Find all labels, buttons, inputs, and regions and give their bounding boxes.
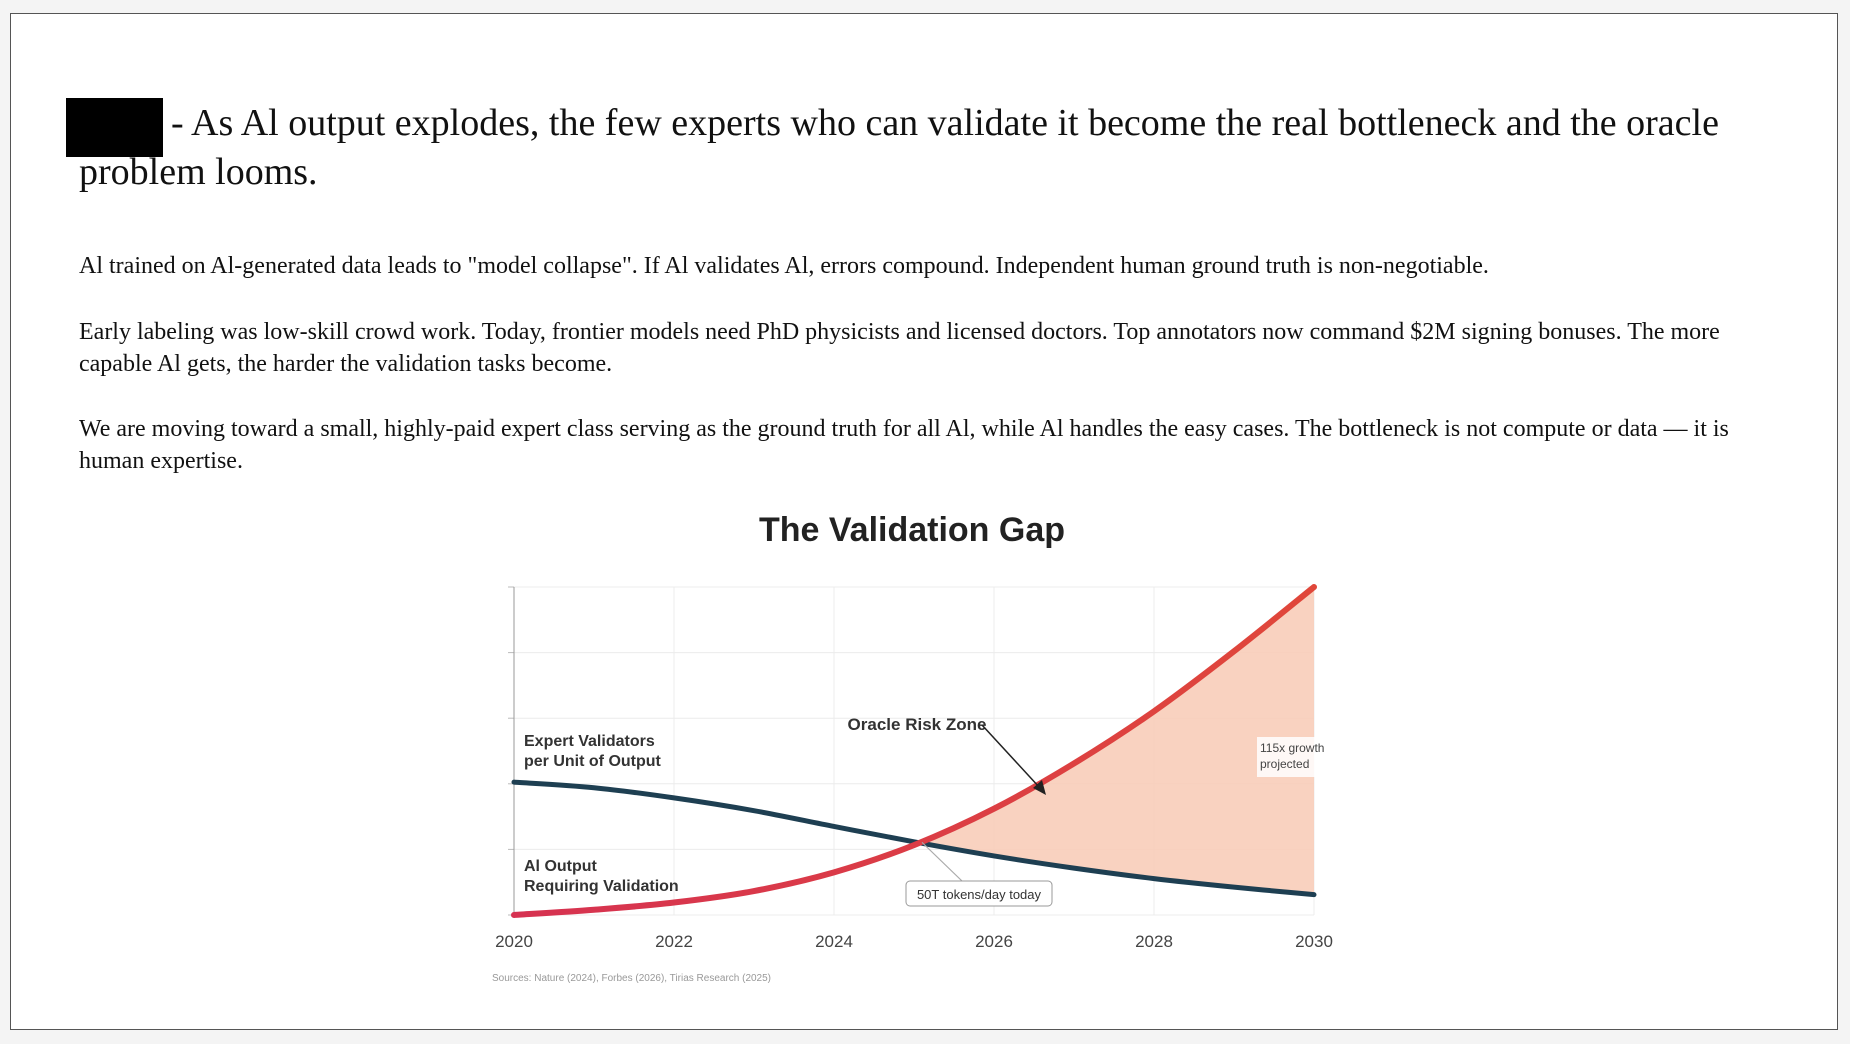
x-tick-label: 2022 xyxy=(655,932,693,951)
crossover-label: 50T tokens/day today xyxy=(917,887,1042,902)
series-label-experts-line1: Expert Validators xyxy=(524,733,655,750)
chart-title: The Validation Gap xyxy=(759,511,1065,549)
growth-label-box xyxy=(1257,737,1345,777)
zone-arrow-head xyxy=(1033,780,1046,795)
zone-arrow-line xyxy=(981,724,1041,789)
oracle-risk-zone-label: Oracle Risk Zone xyxy=(848,715,987,734)
crossover-leader-line xyxy=(921,841,963,882)
growth-label-line1: 115x growth xyxy=(1260,741,1324,755)
chart-svg: The Validation Gap 2020 2022 2024 2026 2028 2… xyxy=(492,511,1345,984)
x-tick-label: 2028 xyxy=(1135,932,1173,951)
series-ai-output-line xyxy=(511,584,1317,918)
chart-source: Sources: Nature (2024), Forbes (2026), T… xyxy=(492,973,771,984)
paragraph-expert-class: We are moving toward a small, highly-pai… xyxy=(79,416,1729,474)
validation-gap-chart: The Validation Gap 2020 2022 2024 2026 2028 2… xyxy=(442,475,1390,1007)
redaction-box xyxy=(66,98,163,157)
growth-label-line2: projected xyxy=(1260,757,1309,771)
x-tick-label: 2026 xyxy=(975,932,1013,951)
paragraph-model-collapse: Al trained on Al-generated data leads to… xyxy=(79,253,1489,279)
crossover-label-box xyxy=(905,880,1053,907)
x-tick-label: 2030 xyxy=(1295,932,1333,951)
series-label-experts-line2: per Unit of Output xyxy=(524,753,662,770)
series-expert-validators-line xyxy=(511,779,1317,898)
headline: - As Al output explodes, the few experts… xyxy=(79,102,1719,193)
paragraph-expert-labeling: Early labeling was low-skill crowd work.… xyxy=(79,319,1720,377)
x-tick-label: 2020 xyxy=(495,932,533,951)
x-tick-label: 2024 xyxy=(815,932,853,951)
x-axis-ticks: 2020 2022 2024 2026 2028 2030 xyxy=(495,932,1333,951)
series-label-ai-line2: Requiring Validation xyxy=(524,878,679,895)
oracle-risk-zone-fill xyxy=(922,587,1314,895)
series-label-ai-line1: Al Output xyxy=(524,858,598,875)
